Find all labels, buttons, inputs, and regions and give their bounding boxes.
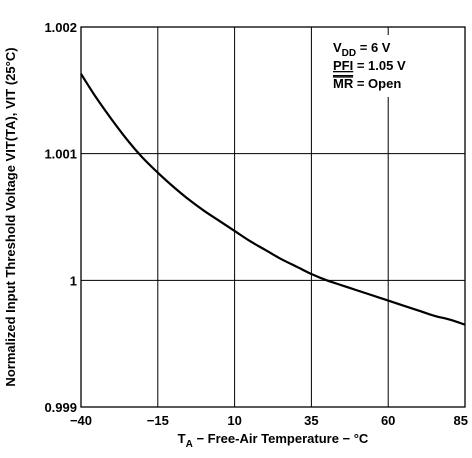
x-tick-label: −40 xyxy=(70,413,92,428)
x-axis-title-rest: − Free-Air Temperature − °C xyxy=(193,431,369,446)
legend-entry: MR = Open xyxy=(333,76,401,91)
y-tick-label: 1 xyxy=(70,273,77,288)
x-tick-labels: −40 −15 10 35 60 85 xyxy=(70,413,468,428)
x-axis-title-main: T xyxy=(178,431,186,446)
y-axis-title: Normalized Input Threshold Voltage VIT(T… xyxy=(3,47,18,386)
y-tick-labels: 0.999 1 1.001 1.002 xyxy=(44,20,77,415)
plot-frame xyxy=(80,26,466,408)
series-line xyxy=(80,73,466,326)
x-tick-label: 60 xyxy=(381,413,395,428)
x-axis-title-subscript: A xyxy=(186,439,193,450)
legend-entry: VDD = 6 V xyxy=(333,40,391,59)
x-tick-label: 85 xyxy=(454,413,468,428)
x-axis-title: TA − Free-Air Temperature − °C xyxy=(178,431,369,450)
x-tick-label: −15 xyxy=(147,413,169,428)
y-tick-label: 0.999 xyxy=(44,400,77,415)
y-tick-label: 1.002 xyxy=(44,20,77,35)
legend-entry: PFI = 1.05 V xyxy=(333,58,406,73)
legend-background xyxy=(328,35,448,97)
x-tick-label: 35 xyxy=(304,413,318,428)
y-tick-label: 1.001 xyxy=(44,147,77,162)
x-tick-label: 10 xyxy=(227,413,241,428)
